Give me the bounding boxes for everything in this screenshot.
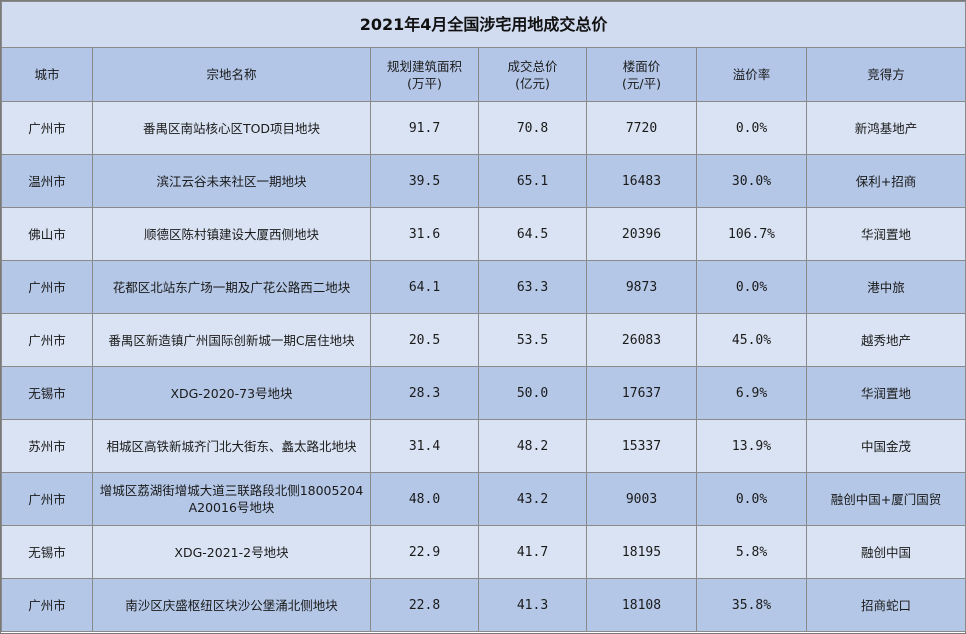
cell-premium-rate: 30.0%: [696, 154, 807, 208]
cell-total-price: 64.5: [478, 207, 587, 261]
table-row: 广州市 南沙区庆盛枢纽区块沙公堡涌北侧地块 22.8 41.3 18108 35…: [1, 578, 966, 632]
cell-city: 无锡市: [1, 366, 93, 420]
header-total-price: 成交总价 (亿元): [478, 47, 587, 102]
table-row: 佛山市 顺德区陈村镇建设大厦西侧地块 31.6 64.5 20396 106.7…: [1, 207, 966, 261]
cell-floor-price: 20396: [586, 207, 697, 261]
cell-premium-rate: 35.8%: [696, 578, 807, 632]
cell-city: 广州市: [1, 101, 93, 155]
cell-premium-rate: 0.0%: [696, 472, 807, 526]
table-row: 广州市 番禺区新造镇广州国际创新城一期C居住地块 20.5 53.5 26083…: [1, 313, 966, 367]
cell-buyer: 保利+招商: [805, 154, 966, 208]
header-premium-rate: 溢价率: [696, 47, 807, 102]
header-floor-price: 楼面价 (元/平): [586, 47, 697, 102]
cell-total-price: 41.7: [478, 525, 587, 579]
cell-total-price: 48.2: [478, 419, 587, 473]
cell-buyer: 融创中国: [805, 525, 966, 579]
table-title: 2021年4月全国涉宅用地成交总价: [0, 1, 966, 48]
cell-total-price: 53.5: [478, 313, 587, 367]
cell-floor-price: 17637: [586, 366, 697, 420]
cell-city: 苏州市: [1, 419, 93, 473]
cell-planned-area: 31.6: [370, 207, 479, 261]
table-row: 无锡市 XDG-2021-2号地块 22.9 41.7 18195 5.8% 融…: [1, 525, 966, 579]
cell-premium-rate: 45.0%: [696, 313, 807, 367]
cell-parcel-name: 南沙区庆盛枢纽区块沙公堡涌北侧地块: [92, 578, 371, 632]
table-row: 广州市 花都区北站东广场一期及广花公路西二地块 64.1 63.3 9873 0…: [1, 260, 966, 314]
cell-floor-price: 9003: [586, 472, 697, 526]
cell-premium-rate: 13.9%: [696, 419, 807, 473]
cell-total-price: 70.8: [478, 101, 587, 155]
header-city: 城市: [1, 47, 93, 102]
cell-parcel-name: 番禺区南站核心区TOD项目地块: [92, 101, 371, 155]
cell-parcel-name: XDG-2020-73号地块: [92, 366, 371, 420]
cell-premium-rate: 5.8%: [696, 525, 807, 579]
cell-parcel-name: 滨江云谷未来社区一期地块: [92, 154, 371, 208]
cell-buyer: 融创中国+厦门国贸: [805, 472, 966, 526]
cell-city: 广州市: [1, 260, 93, 314]
cell-parcel-name: XDG-2021-2号地块: [92, 525, 371, 579]
cell-planned-area: 22.8: [370, 578, 479, 632]
cell-city: 温州市: [1, 154, 93, 208]
cell-total-price: 65.1: [478, 154, 587, 208]
table-row: 无锡市 XDG-2020-73号地块 28.3 50.0 17637 6.9% …: [1, 366, 966, 420]
cell-premium-rate: 0.0%: [696, 101, 807, 155]
cell-floor-price: 9873: [586, 260, 697, 314]
cell-planned-area: 48.0: [370, 472, 479, 526]
header-planned-area: 规划建筑面积 (万平): [370, 47, 479, 102]
cell-planned-area: 39.5: [370, 154, 479, 208]
cell-planned-area: 20.5: [370, 313, 479, 367]
header-buyer: 竞得方: [805, 47, 966, 102]
cell-buyer: 中国金茂: [805, 419, 966, 473]
cell-parcel-name: 顺德区陈村镇建设大厦西侧地块: [92, 207, 371, 261]
cell-buyer: 招商蛇口: [805, 578, 966, 632]
cell-parcel-name: 相城区高铁新城齐门北大街东、蠡太路北地块: [92, 419, 371, 473]
cell-parcel-name: 番禺区新造镇广州国际创新城一期C居住地块: [92, 313, 371, 367]
cell-city: 佛山市: [1, 207, 93, 261]
cell-city: 广州市: [1, 472, 93, 526]
cell-premium-rate: 106.7%: [696, 207, 807, 261]
cell-floor-price: 18108: [586, 578, 697, 632]
cell-parcel-name: 增城区荔湖街增城大道三联路段北侧18005204A20016号地块: [92, 472, 371, 526]
cell-floor-price: 15337: [586, 419, 697, 473]
table-row: 苏州市 相城区高铁新城齐门北大街东、蠡太路北地块 31.4 48.2 15337…: [1, 419, 966, 473]
cell-planned-area: 64.1: [370, 260, 479, 314]
cell-parcel-name: 花都区北站东广场一期及广花公路西二地块: [92, 260, 371, 314]
cell-total-price: 43.2: [478, 472, 587, 526]
cell-city: 广州市: [1, 313, 93, 367]
cell-planned-area: 91.7: [370, 101, 479, 155]
cell-planned-area: 22.9: [370, 525, 479, 579]
header-parcel-name: 宗地名称: [92, 47, 371, 102]
cell-total-price: 41.3: [478, 578, 587, 632]
cell-total-price: 63.3: [478, 260, 587, 314]
cell-buyer: 越秀地产: [805, 313, 966, 367]
cell-planned-area: 28.3: [370, 366, 479, 420]
header-row: 城市 宗地名称 规划建筑面积 (万平) 成交总价 (亿元) 楼面价 (元/平) 溢价率…: [1, 47, 966, 102]
cell-city: 广州市: [1, 578, 93, 632]
table-row: 广州市 番禺区南站核心区TOD项目地块 91.7 70.8 7720 0.0% …: [1, 101, 966, 155]
table-row: 温州市 滨江云谷未来社区一期地块 39.5 65.1 16483 30.0% 保…: [1, 154, 966, 208]
table-row: 广州市 增城区荔湖街增城大道三联路段北侧18005204A20016号地块 48…: [1, 472, 966, 526]
cell-total-price: 50.0: [478, 366, 587, 420]
cell-buyer: 华润置地: [805, 207, 966, 261]
cell-floor-price: 18195: [586, 525, 697, 579]
cell-planned-area: 31.4: [370, 419, 479, 473]
cell-premium-rate: 0.0%: [696, 260, 807, 314]
cell-premium-rate: 6.9%: [696, 366, 807, 420]
cell-floor-price: 7720: [586, 101, 697, 155]
cell-city: 无锡市: [1, 525, 93, 579]
cell-buyer: 港中旅: [805, 260, 966, 314]
cell-floor-price: 26083: [586, 313, 697, 367]
cell-buyer: 新鸿基地产: [805, 101, 966, 155]
cell-floor-price: 16483: [586, 154, 697, 208]
cell-buyer: 华润置地: [805, 366, 966, 420]
